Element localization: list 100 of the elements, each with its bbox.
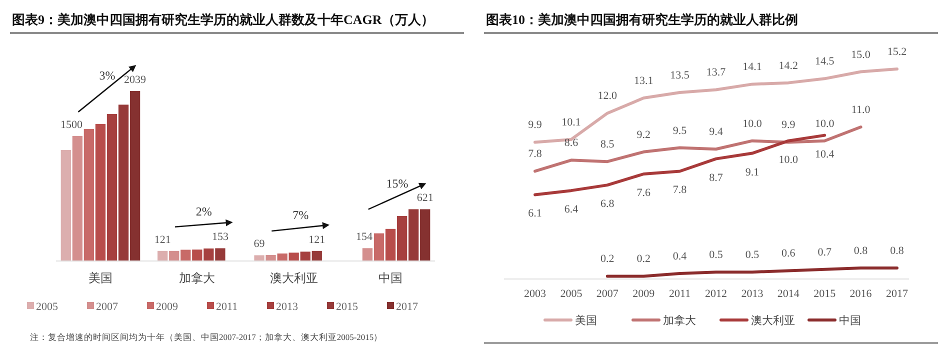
data-label: 8.5 (600, 138, 615, 151)
data-label: 6.4 (564, 204, 579, 216)
x-tick-label: 2016 (850, 288, 872, 300)
bar (215, 248, 226, 261)
data-label: 0.8 (854, 244, 868, 257)
bar (118, 104, 129, 261)
bar (362, 248, 373, 261)
data-label: 121 (154, 234, 171, 246)
bar (180, 250, 191, 261)
x-tick-label: 2012 (705, 288, 727, 300)
bar (277, 253, 288, 261)
data-label: 9.9 (782, 119, 796, 132)
bar (385, 228, 396, 261)
data-label: 14.5 (814, 56, 835, 68)
bar (60, 150, 71, 261)
bar (300, 252, 310, 261)
x-tick-label: 2011 (669, 288, 691, 300)
annotation: 2% (196, 204, 212, 219)
data-label: 13.1 (634, 75, 654, 88)
bar (169, 250, 180, 261)
text: 3% (99, 68, 116, 82)
data-label: 0.2 (636, 253, 650, 266)
x-tick-label: 加拿大 (179, 271, 216, 285)
data-label: 15.2 (887, 46, 907, 58)
data-label: 15.0 (851, 48, 871, 61)
data-label: 154 (356, 231, 374, 244)
legend-label: 2017 (396, 301, 418, 313)
data-label: 7.8 (672, 184, 688, 196)
x-tick-label: 2007 (596, 288, 619, 300)
data-label: 10.4 (814, 148, 835, 160)
bar (374, 233, 384, 261)
legend-label: 2007 (96, 301, 118, 313)
legend-label: 中国 (839, 314, 861, 327)
data-label: 1500 (60, 118, 83, 131)
bar (254, 255, 264, 261)
data-label: 10.1 (562, 116, 581, 128)
data-label: 0.8 (890, 244, 904, 257)
data-label: 9.2 (636, 128, 650, 141)
bar (192, 250, 202, 261)
data-label: 9.5 (672, 124, 688, 137)
legend-label: 2013 (276, 301, 298, 313)
data-label: 8.7 (709, 172, 724, 184)
data-label: 7.6 (636, 187, 651, 199)
x-tick-label: 2009 (632, 288, 656, 300)
x-tick-label: 2005 (560, 288, 583, 300)
data-label: 2039 (124, 74, 147, 86)
bar (312, 250, 322, 261)
data-label: 8.6 (564, 137, 579, 150)
data-label: 0.5 (745, 249, 760, 262)
data-label: 0.2 (600, 253, 614, 266)
data-label: 14.2 (778, 60, 798, 72)
data-label: 13.7 (706, 66, 726, 79)
bar (288, 252, 299, 261)
data-label: 12.0 (598, 90, 618, 102)
annotation: 15% (386, 176, 408, 190)
data-label: 0.7 (818, 246, 832, 258)
data-label: 10.0 (778, 154, 799, 166)
data-label: 6.1 (528, 208, 542, 220)
bar (204, 248, 214, 261)
legend-label: 2015 (336, 301, 358, 313)
x-tick-label: 2015 (814, 288, 836, 300)
data-label: 0.5 (709, 249, 724, 262)
data-label: 6.8 (600, 198, 615, 210)
bar (72, 136, 82, 261)
x-tick-label: 2013 (741, 288, 764, 300)
bar (130, 91, 140, 261)
data-label: 153 (212, 231, 229, 244)
legend-label: 澳大利亚 (751, 314, 795, 327)
x-tick-label: 2003 (524, 288, 546, 300)
bar (396, 216, 408, 261)
legend-label: 加拿大 (663, 314, 696, 327)
bar (106, 114, 118, 261)
bar (266, 254, 276, 261)
x-tick-label: 中国 (378, 271, 403, 285)
data-label: 0.4 (672, 250, 688, 262)
data-label: 69 (254, 238, 266, 250)
bar (408, 209, 419, 261)
data-label: 9.9 (528, 119, 542, 132)
chart-title: 图表10：美加澳中四国拥有研究生学历的就业人群比例 (486, 12, 798, 27)
bar (95, 124, 106, 261)
data-label: 0.6 (782, 248, 796, 260)
text: 注：复合增速的时间区间均为十年（美国、中国2007-2017；加拿大、澳大利亚2005-2015） (30, 332, 383, 342)
bar (420, 209, 430, 261)
data-label: 7.8 (528, 148, 542, 160)
data-label: 10.0 (742, 118, 762, 130)
data-label: 121 (308, 234, 326, 246)
x-tick-label: 美国 (88, 271, 112, 285)
chart-title: 图表9：美加澳中四国拥有研究生学历的就业人群数及十年CAGR（万人） (12, 12, 434, 27)
legend-label: 2011 (216, 301, 238, 313)
legend-label: 2009 (156, 301, 178, 313)
data-label: 14.1 (742, 61, 762, 74)
annotation: 7% (292, 208, 309, 222)
bar (84, 128, 94, 261)
x-tick-label: 澳大利亚 (270, 271, 318, 285)
data-label: 11.0 (851, 104, 871, 116)
x-tick-label: 2014 (777, 288, 800, 300)
legend-label: 2005 (36, 301, 58, 313)
data-label: 9.1 (745, 166, 760, 178)
data-label: 9.4 (709, 126, 724, 138)
data-label: 621 (416, 192, 434, 204)
